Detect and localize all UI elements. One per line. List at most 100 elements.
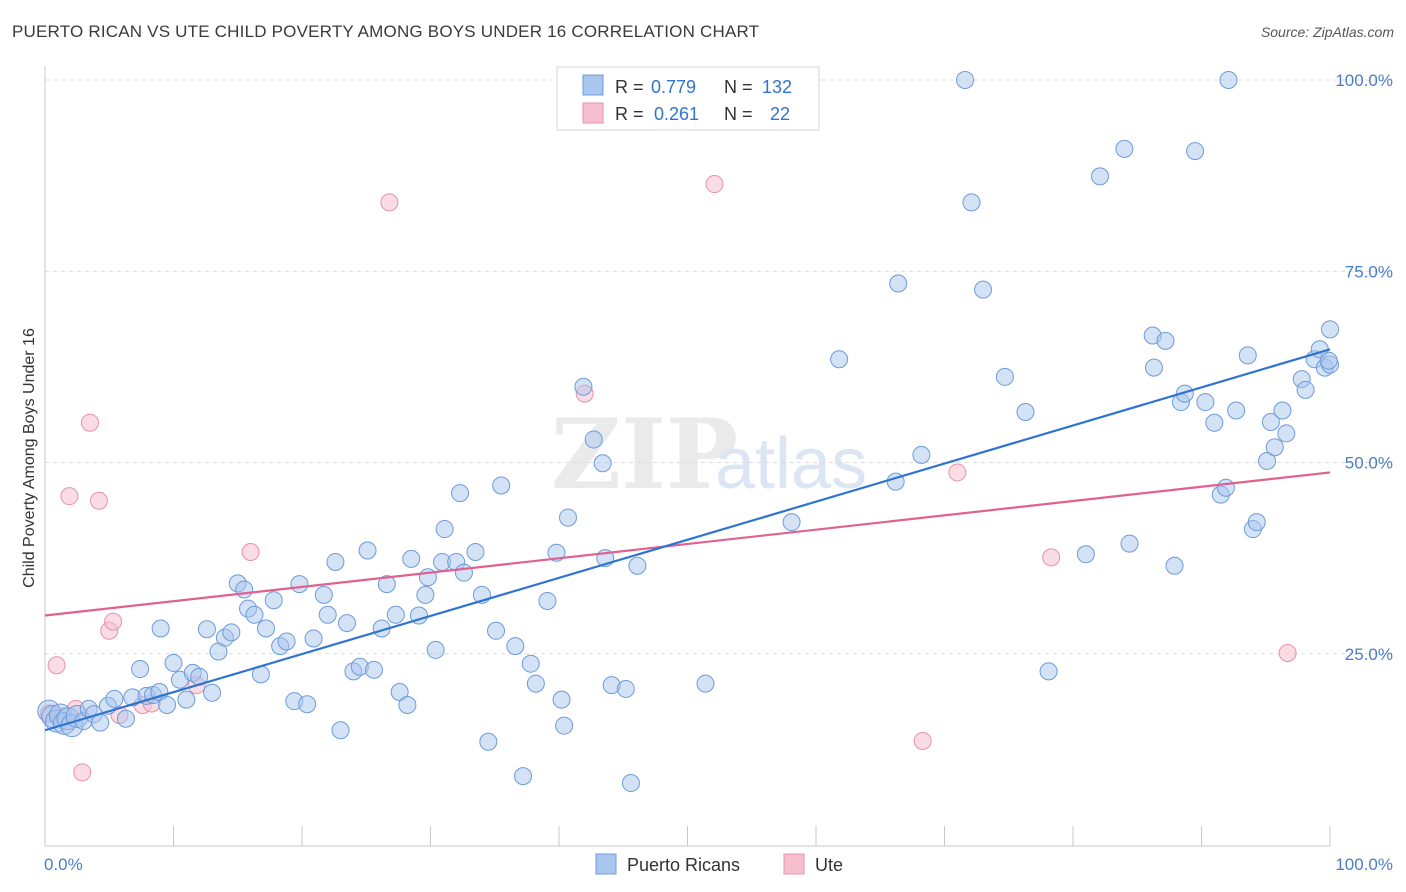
legend-n-label-blue: N = [724, 77, 753, 97]
ute-point [705, 175, 724, 194]
source-credit: Source: ZipAtlas.com [1260, 24, 1394, 40]
puerto-rican-point [164, 653, 183, 672]
puerto-rican-point [1205, 413, 1224, 432]
puerto-rican-point [1144, 358, 1163, 377]
legend-top: R = 0.779 N = 132 R = 0.261 N = 22 [556, 66, 820, 131]
puerto-rican-point [1120, 534, 1139, 553]
puerto-rican-point [995, 367, 1014, 386]
puerto-rican-point [358, 541, 377, 560]
tick-labels: 25.0% 50.0% 75.0% 100.0% 0.0% 100.0% [44, 71, 1393, 874]
puerto-rican-point [584, 430, 603, 449]
puerto-rican-point [314, 585, 333, 604]
watermark: ZIP atlas [551, 398, 867, 511]
puerto-rican-point [1319, 351, 1338, 370]
legend-r-label-pink: R = [615, 104, 644, 124]
puerto-rican-point [1196, 393, 1215, 412]
puerto-rican-point [318, 605, 337, 624]
puerto-rican-point [1165, 556, 1184, 575]
puerto-rican-point [1258, 451, 1277, 470]
puerto-rican-point [492, 476, 511, 495]
puerto-rican-point [1186, 142, 1205, 161]
legend-n-label-pink: N = [724, 104, 753, 124]
puerto-rican-point [521, 654, 540, 673]
ute-point [104, 612, 123, 631]
puerto-rican-point [1076, 545, 1095, 564]
legend-swatch-pink [582, 102, 604, 124]
legend-bottom-label-ute: Ute [815, 855, 843, 875]
ute-point [1042, 548, 1061, 567]
watermark-zip: ZIP [551, 398, 738, 511]
ute-point [913, 731, 932, 750]
puerto-rican-point [416, 585, 435, 604]
puerto-rican-point [555, 716, 574, 735]
ute-point [241, 543, 260, 562]
y-tick-label-75: 75.0% [1345, 262, 1393, 281]
axes [44, 66, 1331, 847]
puerto-rican-point [290, 575, 309, 594]
puerto-rican-point [151, 619, 170, 638]
trendlines [44, 348, 1331, 732]
y-tick-label-100: 100.0% [1335, 71, 1393, 90]
puerto-rican-point [1115, 139, 1134, 158]
puerto-rican-point [616, 679, 635, 698]
puerto-rican-point [1265, 438, 1284, 457]
puerto-rican-point [364, 660, 383, 679]
legend-n-value-blue: 132 [762, 77, 792, 97]
puerto-rican-point [426, 640, 445, 659]
legend-r-value-blue: 0.779 [651, 77, 696, 97]
x-tick-label-max: 100.0% [1335, 855, 1393, 874]
puerto-rican-point [1156, 331, 1175, 350]
puerto-rican-point [203, 683, 222, 702]
puerto-rican-point [158, 696, 177, 715]
puerto-rican-point [974, 280, 993, 299]
puerto-rican-point [526, 674, 545, 693]
ute-point [948, 463, 967, 482]
puerto-rican-point [574, 377, 593, 396]
puerto-rican-point [514, 767, 533, 786]
puerto-rican-point [912, 445, 931, 464]
puerto-rican-point [1219, 71, 1238, 89]
puerto-rican-point [326, 552, 345, 571]
ute-point [60, 487, 79, 506]
puerto-rican-point [506, 637, 525, 656]
puerto-rican-point [558, 508, 577, 527]
puerto-rican-point [466, 543, 485, 562]
ute-point [47, 656, 66, 675]
puerto-rican-point [264, 591, 283, 610]
ute-point [80, 413, 99, 432]
x-tick-label-min: 0.0% [44, 855, 83, 874]
puerto-rican-point [830, 350, 849, 369]
puerto-rican-point [1296, 380, 1315, 399]
puerto-rican-point [245, 605, 264, 624]
puerto-rican-point [1277, 424, 1296, 443]
puerto-rican-point [1273, 401, 1292, 420]
puerto-rican-point [782, 513, 801, 532]
legend-swatch-blue [582, 74, 604, 96]
legend-bottom-swatch-ute [783, 853, 805, 875]
puerto-rican-point [621, 774, 640, 793]
legend-bottom: Puerto Ricans Ute [595, 853, 843, 875]
puerto-rican-point [479, 732, 498, 751]
puerto-rican-point [1247, 513, 1266, 532]
ute-point [89, 491, 108, 510]
puerto-rican-point [956, 71, 975, 89]
puerto-rican-point [105, 689, 124, 708]
puerto-rican-point [386, 605, 405, 624]
legend-bottom-swatch-puerto-ricans [595, 853, 617, 875]
puerto-rican-point [177, 690, 196, 709]
puerto-rican-point [1227, 401, 1246, 420]
gridlines [45, 79, 1392, 655]
puerto-rican-point [257, 619, 276, 638]
puerto-rican-point [696, 674, 715, 693]
puerto-rican-point [197, 620, 216, 639]
y-axis-label: Child Poverty Among Boys Under 16 [21, 328, 38, 588]
puerto-rican-point [889, 274, 908, 293]
puerto-rican-point [1216, 478, 1235, 497]
puerto-rican-point [1016, 403, 1035, 422]
puerto-rican-point [377, 575, 396, 594]
puerto-rican-point [1261, 412, 1280, 431]
puerto-rican-point [552, 690, 571, 709]
puerto-rican-point [962, 193, 981, 212]
ute-point [1278, 643, 1297, 662]
